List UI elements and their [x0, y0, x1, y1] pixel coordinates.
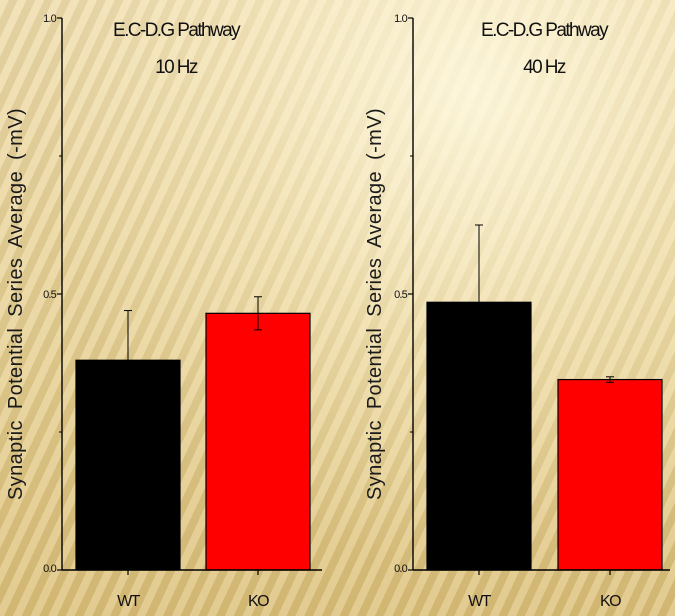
chart-panel-10hz: 0.0 0.5 1.0 WT KO E.C-D.G Pathway 10 Hz Synapti…	[5, 13, 322, 610]
x-tick-label: KO	[248, 593, 269, 610]
chart-panel-40hz: 0.0 0.5 1.0 WT KO E.C-D.G Pathway 40 Hz Synapti…	[364, 13, 670, 610]
chart-title: E.C-D.G Pathway	[113, 20, 241, 41]
bar-wt	[426, 301, 532, 571]
y-axis-label: Synaptic Potential Series Average (-mV)	[5, 108, 27, 500]
x-tick-label: KO	[600, 593, 621, 610]
chart-subtitle: 40 Hz	[523, 57, 566, 78]
chart-title: E.C-D.G Pathway	[481, 20, 609, 41]
error-bar-ko	[254, 296, 262, 331]
y-tick-label: 1.0	[43, 13, 57, 25]
error-bar-wt	[124, 310, 132, 361]
bar-ko	[205, 312, 311, 571]
y-tick-label: 1.0	[394, 13, 408, 25]
y-axis-label: Synaptic Potential Series Average (-mV)	[364, 108, 386, 500]
y-tick-label: 0.5	[394, 289, 408, 301]
y-tick-label: 0.0	[394, 563, 408, 575]
error-bar-ko	[606, 376, 614, 383]
y-tick-label: 0.0	[43, 563, 57, 575]
bar-wt	[75, 359, 181, 571]
x-tick-label: WT	[117, 593, 141, 610]
y-tick-label: 0.5	[43, 289, 57, 301]
x-tick-label: WT	[468, 593, 492, 610]
bar-ko	[557, 378, 663, 571]
error-bar-wt	[475, 224, 483, 303]
chart-subtitle: 10 Hz	[155, 57, 198, 78]
